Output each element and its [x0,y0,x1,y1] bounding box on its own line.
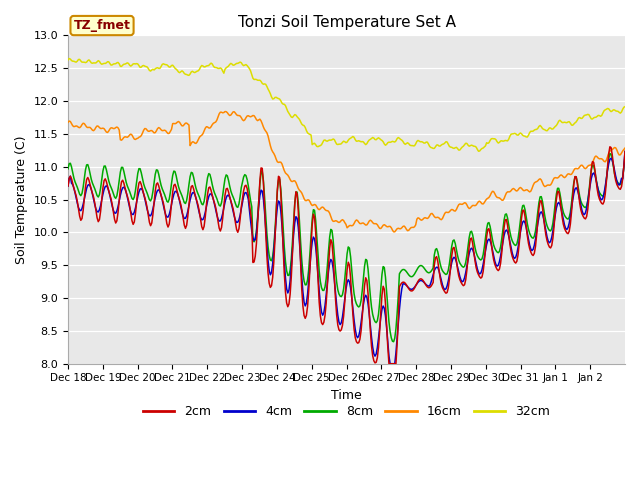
Title: Tonzi Soil Temperature Set A: Tonzi Soil Temperature Set A [237,15,456,30]
Text: TZ_fmet: TZ_fmet [74,19,131,32]
Y-axis label: Soil Temperature (C): Soil Temperature (C) [15,135,28,264]
X-axis label: Time: Time [331,389,362,402]
Legend: 2cm, 4cm, 8cm, 16cm, 32cm: 2cm, 4cm, 8cm, 16cm, 32cm [138,400,555,423]
